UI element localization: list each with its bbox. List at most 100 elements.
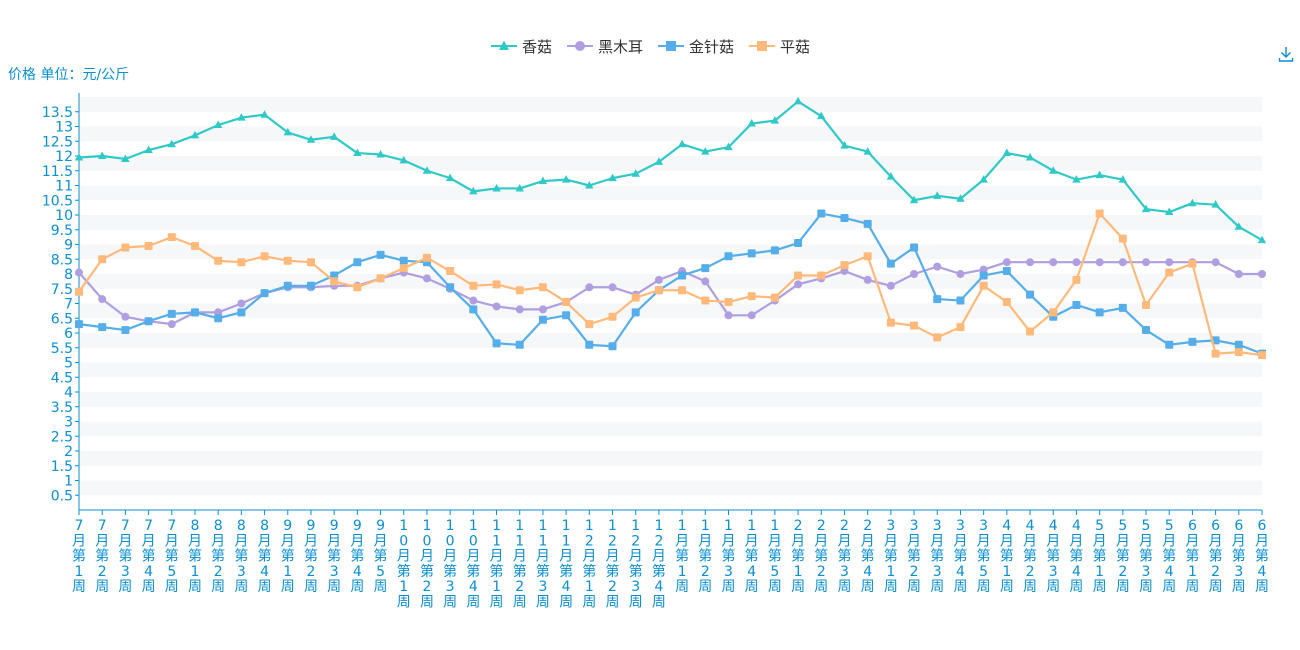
data-point <box>492 302 501 311</box>
x-tick-label: 1 月第 4 周 <box>745 518 759 595</box>
legend-item[interactable]: 黑木耳 <box>566 36 643 57</box>
data-point <box>817 111 826 120</box>
y-tick-label: 3 <box>64 415 73 431</box>
data-point <box>283 281 292 290</box>
y-tick-label: 1.5 <box>51 459 73 475</box>
data-point <box>886 318 895 327</box>
data-point <box>515 183 524 192</box>
data-point <box>1211 200 1220 208</box>
data-point <box>794 239 803 248</box>
x-tick-label: 9 月第 1 周 <box>281 518 295 595</box>
data-point <box>260 289 269 298</box>
data-point <box>190 241 199 250</box>
y-tick-label: 10 <box>55 208 73 224</box>
data-point <box>98 323 107 332</box>
x-tick-label: 2 月第 4 周 <box>861 518 875 595</box>
data-point <box>353 148 362 157</box>
legend-item[interactable]: 香菇 <box>490 36 552 57</box>
data-point <box>121 154 130 162</box>
legend-item[interactable]: 金针菇 <box>657 36 734 57</box>
data-point <box>167 233 176 242</box>
data-point <box>306 135 316 143</box>
data-point <box>376 150 385 158</box>
data-point <box>840 213 849 222</box>
data-point <box>1026 290 1035 299</box>
data-point <box>1049 166 1058 174</box>
data-point <box>1188 198 1197 207</box>
data-point <box>1141 204 1151 213</box>
data-point <box>1165 207 1174 216</box>
data-point <box>1165 268 1174 277</box>
series-line <box>78 212 1263 355</box>
data-point <box>1095 258 1104 267</box>
x-tick-label: 1 月第 1 周 <box>675 518 689 595</box>
data-point <box>1095 209 1104 218</box>
x-tick-label: 7 月第 1 周 <box>72 518 86 595</box>
data-point <box>376 250 385 259</box>
data-point <box>910 321 919 330</box>
grid-band <box>79 126 1262 142</box>
data-point <box>306 258 315 267</box>
x-tick-label: 2 月第 2 周 <box>814 518 828 595</box>
data-point <box>1142 326 1151 335</box>
data-point <box>1258 270 1266 278</box>
data-point <box>886 281 895 290</box>
x-tick-label: 5 月第 1 周 <box>1093 518 1107 595</box>
y-tick-label: 6 <box>64 326 73 342</box>
data-point <box>469 186 478 195</box>
grid-band <box>79 156 1262 171</box>
y-tick-label: 8 <box>64 267 73 283</box>
data-point <box>1142 258 1151 267</box>
data-point <box>840 141 849 149</box>
data-point <box>677 139 687 148</box>
x-tick-label: 9 月第 4 周 <box>350 518 364 595</box>
data-point <box>1072 258 1081 267</box>
data-point <box>701 277 710 286</box>
data-point <box>608 173 617 182</box>
x-tick-label: 8 月第 4 周 <box>258 518 272 595</box>
data-point <box>701 264 710 273</box>
y-tick-label: 9 <box>64 238 73 254</box>
x-tick-label: 7 月第 4 周 <box>142 518 156 595</box>
x-tick-label: 6 月第 1 周 <box>1185 518 1199 595</box>
x-tick-label: 5 月第 3 周 <box>1139 518 1153 595</box>
series-3 <box>75 209 1266 358</box>
data-point <box>190 308 199 317</box>
data-point <box>1258 351 1266 360</box>
grid-band <box>79 215 1262 230</box>
data-point <box>933 262 942 271</box>
data-point <box>445 173 455 182</box>
download-icon[interactable] <box>1277 45 1295 63</box>
data-point <box>1049 308 1058 317</box>
data-point <box>654 286 663 295</box>
data-point <box>608 342 617 351</box>
data-point <box>515 305 524 314</box>
x-tick-label: 5 月第 4 周 <box>1162 518 1176 595</box>
data-point <box>585 320 594 329</box>
x-tick-label: 1 月第 3 周 <box>721 518 735 595</box>
grid-band <box>79 480 1262 496</box>
data-point <box>1072 175 1081 183</box>
data-point <box>1118 234 1127 243</box>
x-tick-label: 1 月第 5 周 <box>768 518 782 595</box>
data-point <box>353 258 362 267</box>
data-point <box>979 271 988 280</box>
data-point <box>631 169 640 177</box>
data-point <box>399 155 408 164</box>
data-point <box>678 286 687 295</box>
x-tick-label: 6 月第 4 周 <box>1255 518 1269 595</box>
data-point <box>1002 267 1011 276</box>
x-tick-label: 1 1 月第 1 周 <box>490 518 504 611</box>
grid-band <box>79 451 1262 466</box>
x-tick-label: 5 月第 2 周 <box>1116 518 1130 595</box>
grid-band <box>79 97 1262 112</box>
y-tick-label: 2.5 <box>51 429 73 445</box>
data-point <box>701 147 710 155</box>
data-point <box>538 315 547 324</box>
legend-marker-icon <box>749 41 776 51</box>
data-point <box>979 175 988 183</box>
data-point <box>237 308 246 317</box>
legend-item[interactable]: 平菇 <box>748 36 810 57</box>
x-tick-label: 9 月第 5 周 <box>374 518 388 595</box>
data-point <box>956 323 965 332</box>
